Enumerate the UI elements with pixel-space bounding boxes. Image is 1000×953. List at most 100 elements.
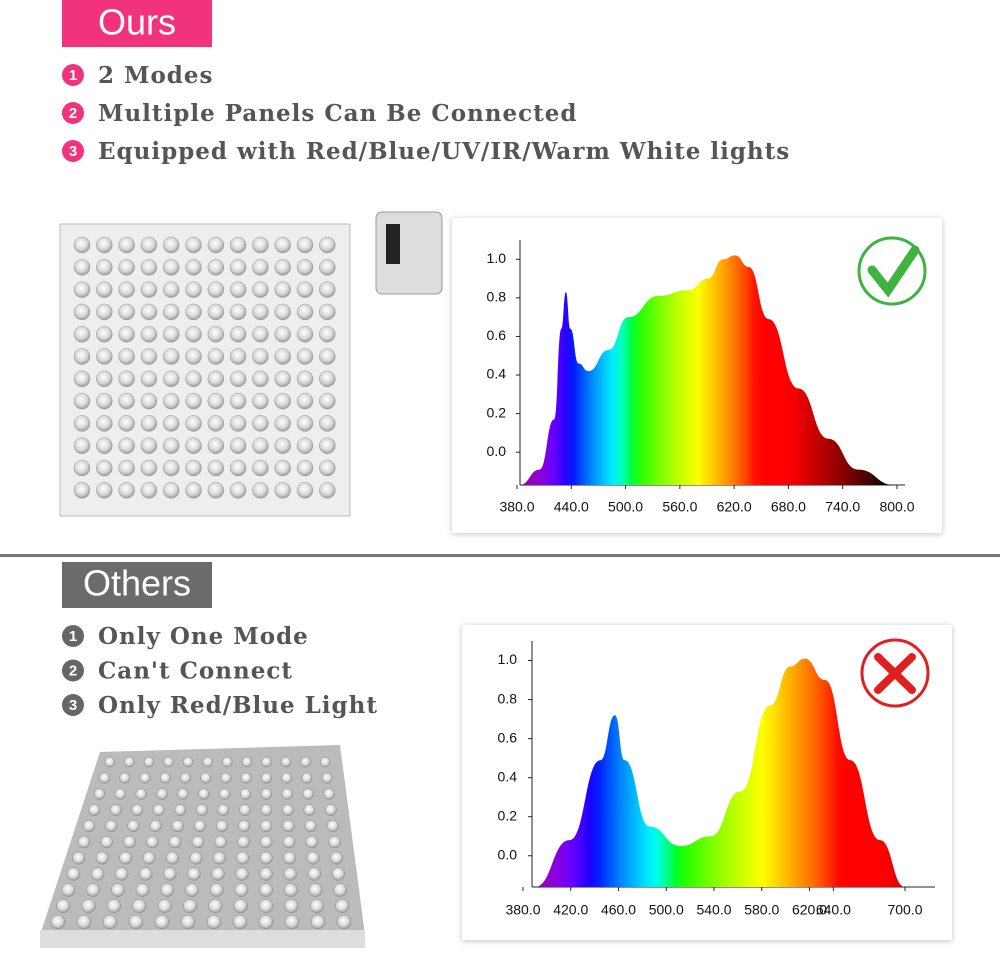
led — [238, 804, 251, 816]
led — [207, 370, 225, 388]
led — [159, 772, 171, 784]
check-mark — [867, 245, 920, 298]
led — [72, 851, 86, 865]
led — [140, 392, 158, 410]
led — [207, 325, 225, 343]
led — [234, 883, 249, 897]
led — [160, 883, 175, 897]
led — [143, 756, 155, 768]
x-tick-label: 380.0 — [505, 902, 540, 918]
led — [296, 348, 314, 365]
led — [305, 835, 319, 849]
led — [135, 883, 150, 897]
led-grid-2 — [50, 756, 352, 930]
led — [118, 482, 135, 499]
spectrum-area — [519, 255, 895, 485]
led — [96, 392, 113, 410]
led — [283, 883, 298, 897]
led — [123, 835, 136, 849]
led — [100, 835, 113, 849]
led — [140, 236, 158, 254]
x-tick-label: 540.0 — [696, 902, 731, 918]
connector-port — [386, 224, 400, 264]
led — [252, 303, 269, 321]
led — [281, 788, 293, 800]
led — [114, 788, 126, 800]
led — [99, 772, 111, 784]
led — [185, 459, 202, 477]
led — [259, 851, 273, 865]
x-tick-label: 380.0 — [499, 499, 534, 515]
led — [252, 370, 269, 388]
led — [118, 370, 135, 388]
led — [319, 325, 336, 343]
led — [140, 415, 158, 432]
led — [324, 804, 337, 816]
led — [260, 804, 273, 816]
chart-card-2 — [462, 625, 952, 940]
led — [296, 281, 314, 298]
led — [236, 851, 250, 865]
led — [252, 281, 269, 298]
led — [118, 236, 135, 254]
led — [162, 236, 180, 254]
led — [232, 914, 248, 930]
others-title: Others — [83, 563, 191, 604]
led — [73, 325, 91, 343]
led — [259, 883, 273, 897]
led — [140, 325, 158, 343]
led — [139, 772, 151, 784]
led — [96, 459, 113, 477]
led — [73, 236, 91, 254]
item-text: Only One Mode — [98, 623, 309, 650]
led — [319, 370, 336, 388]
led — [96, 437, 113, 454]
others-list: 1 Only One Mode 2 Can't Connect 3 Only Red/Bl… — [62, 623, 377, 719]
led — [118, 325, 135, 343]
led — [96, 482, 113, 499]
led — [162, 303, 180, 321]
led — [140, 281, 158, 298]
y-tick-label: 0.8 — [487, 289, 507, 305]
led — [96, 325, 113, 343]
led — [96, 348, 113, 365]
led — [258, 898, 274, 914]
led — [260, 788, 273, 800]
led — [207, 259, 225, 276]
led — [304, 819, 317, 833]
led — [229, 415, 247, 432]
led — [156, 788, 168, 800]
led — [131, 804, 144, 816]
led — [229, 348, 247, 365]
led — [252, 236, 269, 254]
led — [185, 325, 202, 343]
led — [162, 348, 180, 365]
led — [296, 437, 314, 454]
led — [83, 819, 96, 833]
led — [162, 415, 180, 432]
led — [229, 236, 247, 254]
spectrum-area — [534, 658, 905, 887]
led — [185, 415, 202, 432]
led — [163, 867, 177, 881]
ours-title: Ours — [98, 2, 176, 43]
led — [102, 914, 118, 930]
led — [274, 415, 291, 432]
connector-image — [375, 211, 443, 295]
led — [76, 914, 92, 930]
led — [185, 482, 202, 499]
led — [118, 348, 135, 365]
item-text: Multiple Panels Can Be Connected — [98, 100, 577, 127]
led — [109, 804, 122, 816]
led — [90, 867, 105, 881]
led — [323, 788, 335, 800]
led — [319, 756, 331, 768]
led — [118, 437, 135, 454]
y-tick-label: 0.2 — [487, 404, 507, 420]
led — [73, 303, 91, 321]
y-tick-label: 0.8 — [498, 690, 518, 706]
x-tick-label: 680.0 — [771, 499, 806, 515]
led — [96, 370, 113, 388]
led — [207, 392, 225, 410]
led — [330, 851, 343, 865]
